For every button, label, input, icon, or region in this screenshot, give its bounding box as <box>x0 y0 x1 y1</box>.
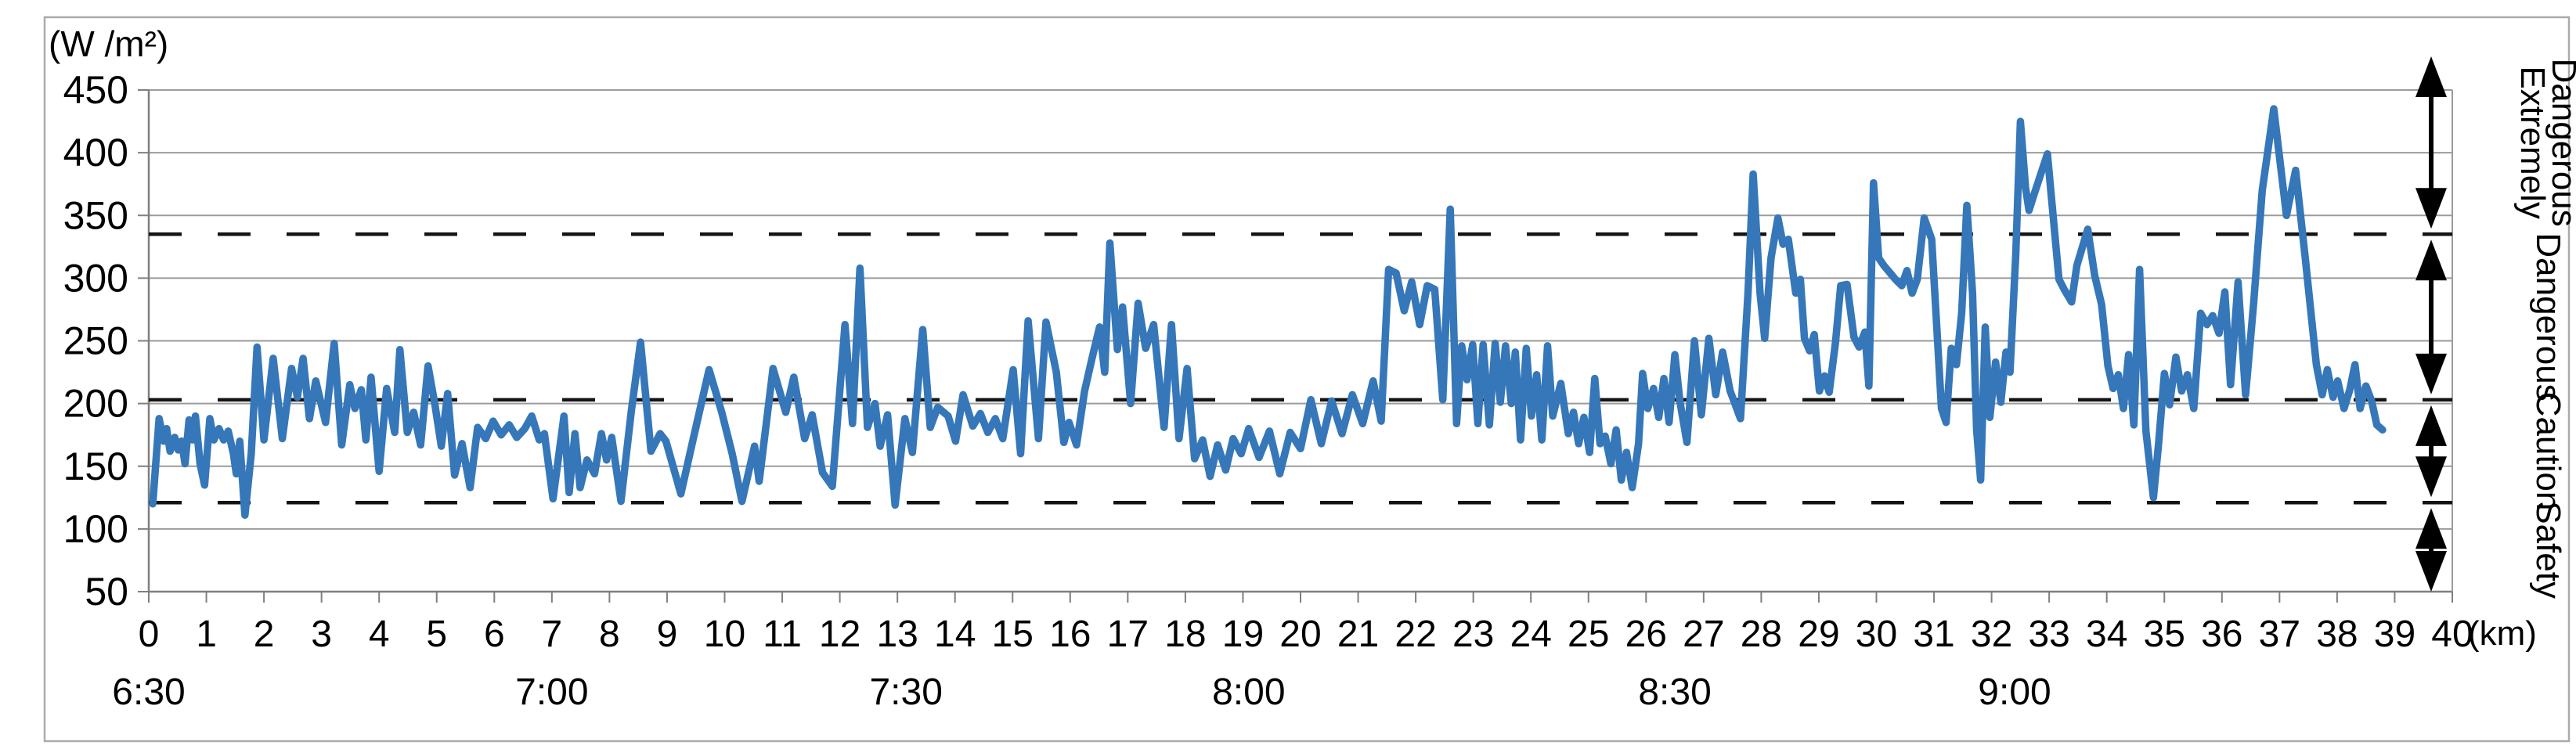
x-tick-label: 9 <box>657 614 678 655</box>
x-tick-label: 4 <box>369 614 390 655</box>
x-tick-label: 26 <box>1625 614 1667 655</box>
x-tick-label: 1 <box>196 614 217 655</box>
x-tick-label: 5 <box>426 614 447 655</box>
band-arrows <box>2415 56 2447 592</box>
gridlines <box>149 89 2452 530</box>
y-tick-label: 450 <box>63 68 128 112</box>
x-tick-label: 29 <box>1798 614 1839 655</box>
x-tick-label: 0 <box>139 614 160 655</box>
x-tick-label: 23 <box>1452 614 1494 655</box>
x-tick-label: 33 <box>2028 614 2069 655</box>
x-tick-label: 40 <box>2431 614 2473 655</box>
band-label-safety: Safety <box>2529 501 2567 599</box>
x-tick-label: 17 <box>1107 614 1149 655</box>
x-tick-label: 12 <box>819 614 860 655</box>
arrow-head-up <box>2415 405 2447 446</box>
arrow-head-down <box>2415 353 2447 394</box>
time-label-730: 7:30 <box>869 671 942 713</box>
band-label-caution: Caution <box>2529 392 2567 511</box>
x-tick-label: 25 <box>1568 614 1609 655</box>
y-tick-label: 50 <box>85 570 128 614</box>
x-tick-label: 18 <box>1164 614 1206 655</box>
x-tick-label: 15 <box>992 614 1034 655</box>
x-tick-label: 3 <box>311 614 332 655</box>
x-tick-label: 19 <box>1222 614 1264 655</box>
time-label-630: 6:30 <box>112 671 185 713</box>
time-labels: 6:30 7:00 7:30 8:00 8:30 9:00 <box>112 671 2051 713</box>
y-tick-label: 200 <box>63 382 128 426</box>
band-label-extremely-dangerous: Extremely <box>2513 66 2552 219</box>
x-tick-label: 28 <box>1741 614 1782 655</box>
time-label-830: 8:30 <box>1638 671 1711 713</box>
x-tick-label: 30 <box>1856 614 1897 655</box>
x-tick-label: 39 <box>2374 614 2415 655</box>
y-tick-label: 400 <box>63 131 128 175</box>
figure-border <box>43 16 2571 743</box>
y-tick-label: 150 <box>63 445 128 488</box>
x-tick-label: 31 <box>1913 614 1954 655</box>
x-tick-label: 21 <box>1337 614 1379 655</box>
band-label-dangerous: Dangerous <box>2529 232 2567 401</box>
y-tick-label: 100 <box>63 507 128 551</box>
x-tick-label: 20 <box>1279 614 1321 655</box>
x-tick-label: 10 <box>704 614 745 655</box>
arrow-head-up <box>2415 56 2447 97</box>
x-tick-label: 11 <box>763 614 802 655</box>
x-tick-label: 7 <box>541 614 562 655</box>
x-tick-label: 14 <box>934 614 976 655</box>
y-axis-unit-label: (W /m²) <box>49 23 168 64</box>
x-tick-label: 32 <box>1971 614 2012 655</box>
x-tick-label: 8 <box>599 614 620 655</box>
x-tick-labels: 0 1 2 3 4 5 6 7 8 9 10 11 12 13 14 15 16 17 18 19 20 21 22 23 24… <box>139 592 2537 655</box>
y-tick-label: 250 <box>63 319 128 363</box>
band-label-extremely-dangerous: Dangerous <box>2545 59 2576 227</box>
y-tick-label: 300 <box>63 256 128 300</box>
x-tick-label: 38 <box>2316 614 2358 655</box>
x-tick-label: 6 <box>484 614 505 655</box>
x-tick-label: 37 <box>2259 614 2300 655</box>
x-tick-label: 24 <box>1510 614 1552 655</box>
arrow-head-up <box>2415 239 2447 281</box>
x-tick-label: 13 <box>876 614 918 655</box>
y-tick-label: 350 <box>63 193 128 237</box>
arrow-head-down <box>2415 456 2447 498</box>
x-tick-label: 35 <box>2144 614 2185 655</box>
x-tick-label: 2 <box>254 614 275 655</box>
x-axis-unit-label: (km) <box>2468 614 2537 653</box>
x-tick-label: 36 <box>2201 614 2242 655</box>
x-tick-label: 16 <box>1049 614 1091 655</box>
x-tick-label: 22 <box>1394 614 1436 655</box>
x-tick-label: 27 <box>1683 614 1724 655</box>
arrow-head-down <box>2415 188 2447 229</box>
y-tick-labels: 450 400 350 300 250 200 150 100 50 <box>63 68 149 614</box>
time-label-800: 8:00 <box>1212 671 1285 713</box>
arrow-head-down <box>2415 551 2447 592</box>
time-label-900: 9:00 <box>1978 671 2051 713</box>
arrow-head-up <box>2415 508 2447 549</box>
x-tick-label: 34 <box>2086 614 2127 655</box>
time-label-700: 7:00 <box>515 671 588 713</box>
radiation-line-series <box>149 105 2387 519</box>
